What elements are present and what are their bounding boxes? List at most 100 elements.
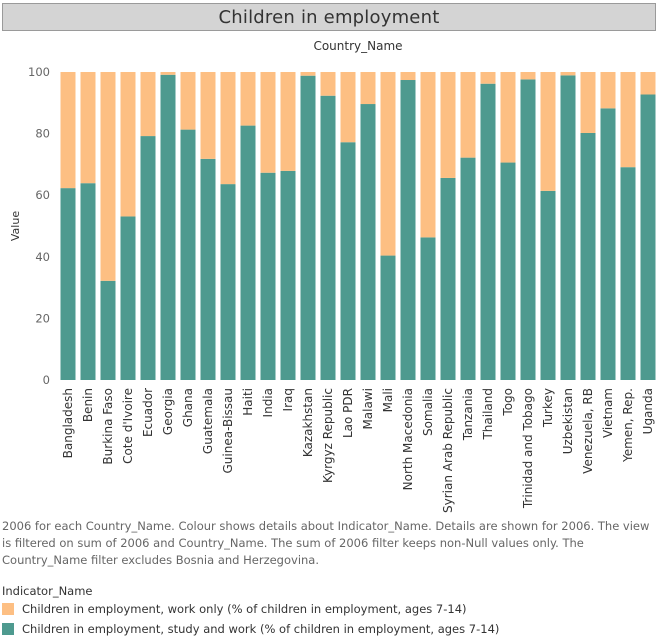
bar-work-only xyxy=(140,72,156,137)
x-tick-label: Lao PDR xyxy=(341,388,355,438)
legend-label-study-and-work: Children in employment, study and work (… xyxy=(22,622,500,636)
bar-study-and-work xyxy=(480,83,496,381)
x-tick-label: Haiti xyxy=(241,388,255,416)
x-tick-label: Burkina Faso xyxy=(101,388,115,465)
bar-study-and-work xyxy=(220,184,236,380)
legend-item-study-and-work[interactable]: Children in employment, study and work (… xyxy=(2,622,499,636)
bar-work-only xyxy=(160,72,176,75)
bar-study-and-work xyxy=(280,170,296,380)
x-tick-label: Cote d'Ivoire xyxy=(121,388,135,464)
x-tick-label: Togo xyxy=(501,388,515,417)
bar-work-only xyxy=(180,72,196,130)
bar-study-and-work xyxy=(100,280,116,380)
x-tick-label: Georgia xyxy=(161,388,175,435)
bar-work-only xyxy=(120,72,136,217)
x-tick-label: Turkey xyxy=(541,388,555,428)
x-tick-label: North Macedonia xyxy=(401,388,415,490)
x-tick-label: Trinidad and Tobago xyxy=(521,388,535,509)
bar-study-and-work xyxy=(60,188,76,380)
x-tick-label: Vietnam xyxy=(601,388,615,438)
bar-work-only xyxy=(600,72,616,109)
legend-label-work-only: Children in employment, work only (% of … xyxy=(22,602,467,616)
bar-work-only xyxy=(220,72,236,185)
bar-study-and-work xyxy=(540,190,556,380)
legend-swatch-study-and-work xyxy=(2,623,14,635)
bar-work-only xyxy=(460,72,476,158)
bar-work-only xyxy=(200,72,216,159)
bar-work-only xyxy=(560,72,576,76)
bar-study-and-work xyxy=(320,95,336,380)
bar-work-only xyxy=(500,72,516,163)
bar-study-and-work xyxy=(140,136,156,380)
bar-work-only xyxy=(480,72,496,84)
bar-study-and-work xyxy=(640,94,656,380)
column-header: Country_Name xyxy=(313,39,402,53)
bar-study-and-work xyxy=(420,237,436,380)
y-tick-label: 60 xyxy=(35,188,50,202)
x-tick-label: Ecuador xyxy=(141,388,155,437)
bar-study-and-work xyxy=(340,142,356,380)
x-tick-label: Yemen, Rep. xyxy=(621,388,635,463)
bar-study-and-work xyxy=(380,255,396,380)
bar-work-only xyxy=(240,72,256,126)
x-tick-label: India xyxy=(261,388,275,417)
bar-study-and-work xyxy=(180,129,196,380)
bar-study-and-work xyxy=(300,75,316,381)
x-tick-label: Tanzania xyxy=(461,388,475,441)
legend-item-work-only[interactable]: Children in employment, work only (% of … xyxy=(2,602,467,616)
bar-work-only xyxy=(340,72,356,143)
bar-study-and-work xyxy=(580,132,596,380)
bar-work-only xyxy=(620,72,636,168)
bar-work-only xyxy=(520,72,536,80)
x-tick-label: Venezuela, RB xyxy=(581,388,595,474)
bar-study-and-work xyxy=(80,183,96,380)
bar-work-only xyxy=(420,72,436,238)
bar-work-only xyxy=(580,72,596,133)
y-tick-label: 80 xyxy=(35,127,50,141)
bar-study-and-work xyxy=(500,162,516,380)
x-tick-label: Ghana xyxy=(181,388,195,427)
bar-study-and-work xyxy=(520,79,536,380)
bar-study-and-work xyxy=(600,108,616,381)
bar-work-only xyxy=(640,72,656,95)
chart-title-bar: Children in employment xyxy=(2,3,656,31)
x-tick-label: Uzbekistan xyxy=(561,388,575,454)
bar-work-only xyxy=(80,72,96,184)
y-tick-label: 20 xyxy=(35,311,50,325)
x-tick-label: Thailand xyxy=(481,388,495,441)
y-axis-label: Value xyxy=(9,211,22,241)
bar-work-only xyxy=(60,72,76,189)
bar-study-and-work xyxy=(620,167,636,380)
y-tick-label: 0 xyxy=(43,373,50,387)
x-tick-label: Mali xyxy=(381,388,395,412)
y-tick-label: 40 xyxy=(35,250,50,264)
bar-work-only xyxy=(300,72,316,76)
bar-work-only xyxy=(100,72,116,281)
stacked-bar-chart: Country_Name Value 0 20 40 60 80 100 Bangladesh B… xyxy=(9,39,656,513)
y-tick-label: 100 xyxy=(28,65,50,79)
x-tick-label: Kyrgyz Republic xyxy=(321,388,335,483)
bar-study-and-work xyxy=(120,216,136,380)
legend-swatch-work-only xyxy=(2,603,14,615)
bar-work-only xyxy=(440,72,456,178)
bar-work-only xyxy=(380,72,396,256)
x-tick-label: Syrian Arab Republic xyxy=(441,388,455,513)
bar-study-and-work xyxy=(440,177,456,380)
x-tick-label: Guatemala xyxy=(201,388,215,454)
chart-title: Children in employment xyxy=(218,6,440,28)
legend-title: Indicator_Name xyxy=(2,584,93,598)
bar-study-and-work xyxy=(160,74,176,380)
bar-study-and-work xyxy=(460,157,476,380)
bar-work-only xyxy=(400,72,416,81)
bar-study-and-work xyxy=(200,158,216,380)
bar-work-only xyxy=(320,72,336,96)
x-tick-label: Iraq xyxy=(281,388,295,411)
bar-study-and-work xyxy=(560,75,576,380)
x-tick-label: Kazakhstan xyxy=(301,388,315,457)
x-tick-label: Uganda xyxy=(641,388,655,434)
bar-work-only xyxy=(260,72,276,173)
bar-work-only xyxy=(280,72,296,171)
x-tick-label: Bangladesh xyxy=(61,388,75,458)
bar-study-and-work xyxy=(360,104,376,381)
x-tick-label: Somalia xyxy=(421,388,435,436)
